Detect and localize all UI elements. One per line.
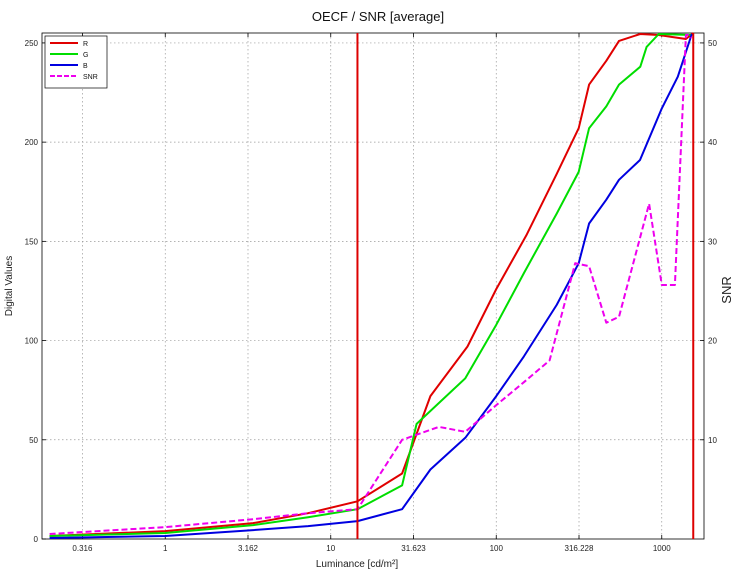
- x-tick-label: 31.623: [401, 544, 426, 553]
- y-axis-title: Digital Values: [4, 256, 15, 316]
- y-tick-label: 100: [25, 337, 39, 346]
- series-b-line: [49, 33, 693, 539]
- series-snr-line: [49, 34, 693, 535]
- y-tick-label: 250: [25, 39, 39, 48]
- x-tick-label: 1000: [653, 544, 671, 553]
- x-tick-label: 316.228: [565, 544, 594, 553]
- y-tick-label: 50: [29, 436, 38, 445]
- x-tick-label: 100: [490, 544, 504, 553]
- y-tick-label: 0: [34, 535, 39, 544]
- x-tick-label: 3.162: [238, 544, 259, 553]
- x-tick-label: 1: [163, 544, 168, 553]
- series-lines: [49, 32, 694, 539]
- series-g-line: [49, 33, 692, 537]
- y2-tick-label: 40: [708, 138, 717, 147]
- y2-tick-label: 30: [708, 237, 717, 246]
- legend-label-snr: SNR: [83, 74, 98, 81]
- y-tick-label: 150: [25, 237, 39, 246]
- x-axis-title: Luminance [cd/m²]: [316, 559, 398, 570]
- chart-title: OECF / SNR [average]: [312, 9, 444, 24]
- legend: RGB SNR: [44, 35, 108, 89]
- y2-tick-label: 50: [708, 39, 717, 48]
- y2-tick-label: 10: [708, 436, 717, 445]
- x-tick-label: 10: [326, 544, 335, 553]
- marker-lines: [356, 33, 695, 539]
- y2-tick-label: 20: [708, 337, 717, 346]
- legend-label-r: R: [83, 41, 88, 48]
- plot-area: [41, 32, 705, 540]
- grid-lines: [42, 33, 704, 539]
- y-tick-label: 200: [25, 138, 39, 147]
- series-r-line: [49, 32, 694, 537]
- legend-label-g: G: [83, 52, 88, 59]
- legend-label-b: B: [83, 63, 88, 70]
- legend-box: [44, 35, 108, 89]
- y2-axis-title: SNR: [719, 276, 734, 303]
- x-tick-label: 0.316: [72, 544, 93, 553]
